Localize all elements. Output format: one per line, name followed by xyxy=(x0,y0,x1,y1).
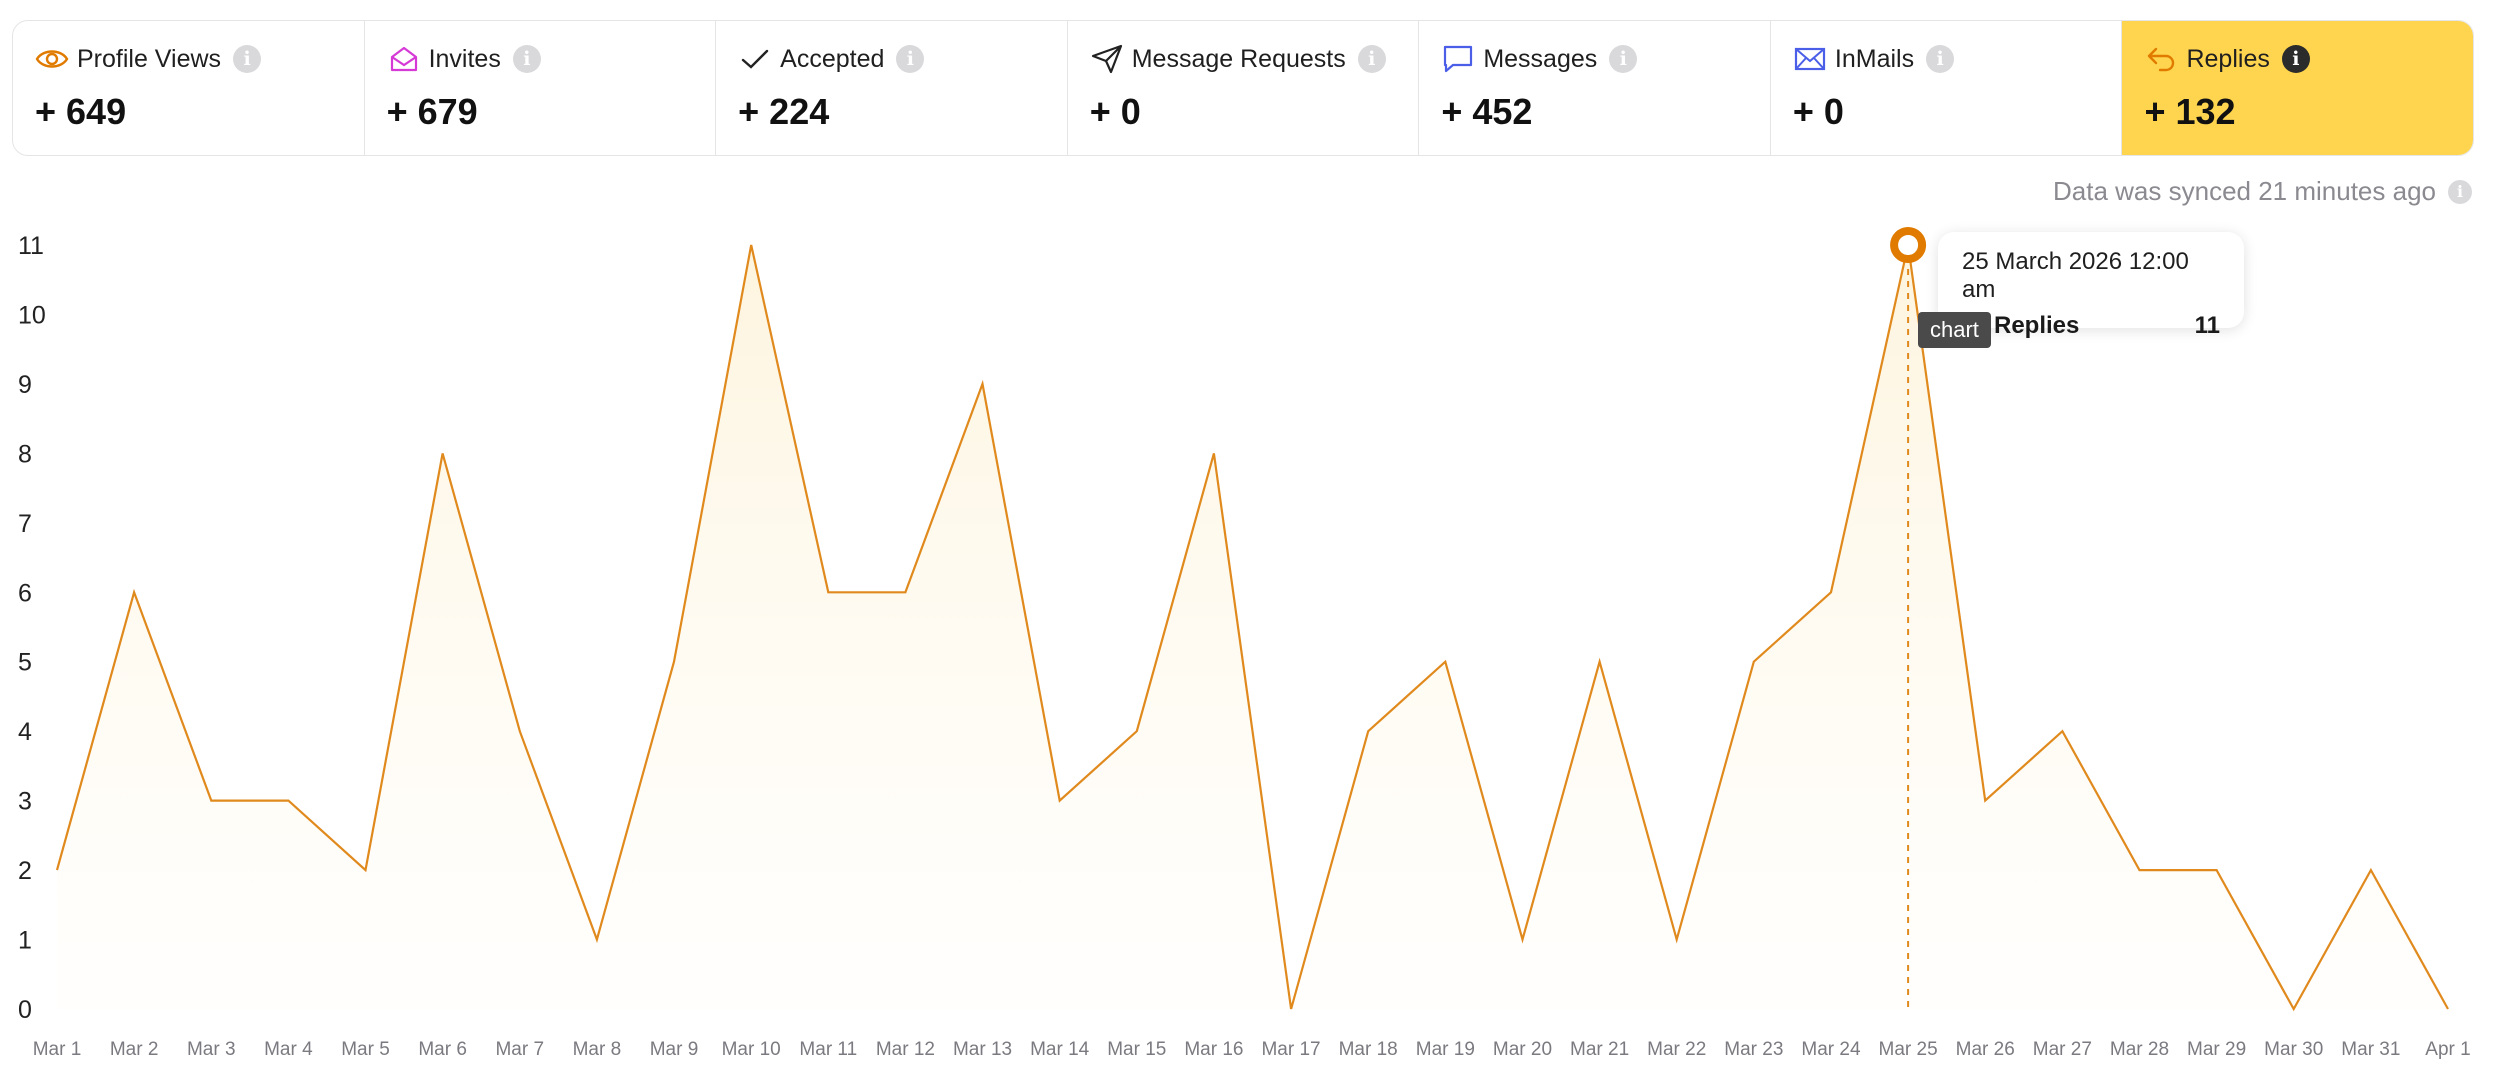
area-fill xyxy=(57,245,2448,1009)
info-icon[interactable]: i xyxy=(1926,45,1955,73)
stat-label: Message Requests xyxy=(1131,44,1346,73)
x-tick-label: Mar 15 xyxy=(1107,1039,1166,1060)
info-icon[interactable]: i xyxy=(2281,45,2310,73)
stat-card-message-requests[interactable]: Message Requests i + 0 xyxy=(1068,21,1420,155)
x-tick-label: Mar 12 xyxy=(876,1039,935,1060)
sync-text: Data was synced 21 minutes ago xyxy=(2053,176,2436,206)
x-tick-label: Mar 3 xyxy=(187,1039,236,1060)
stat-label: Invites xyxy=(428,44,501,73)
stat-card-messages[interactable]: Messages i + 452 xyxy=(1419,21,1771,155)
y-tick-label: 10 xyxy=(18,301,46,329)
x-tick-label: Mar 29 xyxy=(2187,1039,2246,1060)
envelope-open-icon xyxy=(387,42,421,76)
sync-status: Data was synced 21 minutes ago i xyxy=(2053,176,2472,207)
stat-value: + 132 xyxy=(2144,91,2236,132)
info-icon[interactable]: i xyxy=(896,45,925,73)
tooltip-series-name: Replies xyxy=(1994,312,2080,339)
x-tick-label: Mar 28 xyxy=(2110,1039,2169,1060)
stat-label: Profile Views xyxy=(77,44,222,73)
stat-value: + 649 xyxy=(35,91,127,132)
chat-bubble-icon xyxy=(1441,42,1475,76)
info-icon[interactable]: i xyxy=(2448,179,2472,204)
y-tick-label: 11 xyxy=(18,232,44,260)
x-tick-label: Mar 27 xyxy=(2033,1039,2092,1060)
x-tick-label: Mar 16 xyxy=(1184,1039,1243,1060)
y-tick-label: 9 xyxy=(18,371,32,399)
stat-card-profile-views[interactable]: Profile Views i + 649 xyxy=(13,21,365,155)
x-tick-label: Mar 23 xyxy=(1724,1039,1783,1060)
stat-label: Messages xyxy=(1483,44,1598,73)
x-tick-label: Mar 11 xyxy=(799,1039,857,1060)
x-tick-label: Mar 9 xyxy=(650,1039,699,1060)
x-tick-label: Mar 8 xyxy=(573,1039,622,1060)
x-tick-label: Mar 18 xyxy=(1339,1039,1398,1060)
stat-card-replies[interactable]: Replies i + 132 xyxy=(2122,21,2473,155)
info-icon[interactable]: i xyxy=(233,45,262,73)
x-tick-label: Mar 20 xyxy=(1493,1039,1552,1060)
x-tick-label: Mar 5 xyxy=(341,1039,390,1060)
eye-icon xyxy=(35,42,69,76)
y-tick-label: 3 xyxy=(18,788,32,816)
x-tick-label: Mar 19 xyxy=(1416,1039,1475,1060)
paper-plane-icon xyxy=(1090,42,1124,76)
x-tick-label: Mar 14 xyxy=(1030,1039,1090,1060)
x-tick-label: Mar 13 xyxy=(953,1039,1012,1060)
x-tick-label: Mar 1 xyxy=(33,1039,82,1060)
y-tick-label: 1 xyxy=(18,927,32,955)
stat-value: + 224 xyxy=(738,91,830,132)
y-tick-label: 0 xyxy=(18,996,32,1024)
stat-label: InMails xyxy=(1834,44,1915,73)
y-tick-label: 7 xyxy=(18,510,32,538)
stat-card-accepted[interactable]: Accepted i + 224 xyxy=(716,21,1068,155)
replies-chart[interactable]: 0 1 2 3 4 5 6 7 8 9 10 11 Mar 1 Mar 2 Mar 3 Mar 4 Mar 5… xyxy=(0,200,2494,1084)
x-tick-label: Mar 6 xyxy=(418,1039,467,1060)
highlight-point[interactable] xyxy=(1890,227,1927,263)
y-tick-label: 2 xyxy=(18,857,32,885)
y-tick-label: 5 xyxy=(18,649,32,677)
y-tick-label: 6 xyxy=(18,579,32,607)
info-icon[interactable]: i xyxy=(1357,45,1386,73)
stat-label: Replies xyxy=(2186,44,2270,73)
x-tick-label: Mar 4 xyxy=(264,1039,313,1060)
mail-icon xyxy=(1793,42,1827,76)
stat-card-inmails[interactable]: InMails i + 0 xyxy=(1771,21,2123,155)
chart-tooltip: 25 March 2026 12:00 am Replies 11 xyxy=(1938,232,2244,339)
tooltip-value: 11 xyxy=(2194,312,2220,339)
tooltip-date: 25 March 2026 12:00 am xyxy=(1962,248,2189,303)
x-tick-label: Mar 31 xyxy=(2341,1039,2400,1060)
x-tick-label: Mar 26 xyxy=(1956,1039,2015,1060)
x-tick-label: Mar 2 xyxy=(110,1039,159,1060)
y-tick-label: 4 xyxy=(18,718,32,746)
x-tick-label: Mar 7 xyxy=(495,1039,544,1060)
reply-icon xyxy=(2144,42,2178,76)
info-icon[interactable]: i xyxy=(512,45,541,73)
x-tick-label: Mar 21 xyxy=(1570,1039,1629,1060)
stats-bar: Profile Views i + 649 Invites i + 679 Ac… xyxy=(12,20,2474,156)
stat-value: + 0 xyxy=(1792,91,1844,132)
x-tick-label: Mar 22 xyxy=(1647,1039,1706,1060)
x-tick-label: Mar 25 xyxy=(1879,1039,1938,1060)
stat-value: + 452 xyxy=(1441,91,1533,132)
chart-badge: chart xyxy=(1918,312,1991,348)
check-icon xyxy=(738,42,772,76)
x-tick-label: Mar 30 xyxy=(2264,1039,2323,1060)
stat-value: + 679 xyxy=(386,91,478,132)
info-icon[interactable]: i xyxy=(1609,45,1638,73)
stat-card-invites[interactable]: Invites i + 679 xyxy=(365,21,717,155)
series-line-replies xyxy=(55,244,2449,1012)
x-tick-label: Mar 17 xyxy=(1261,1039,1320,1060)
x-tick-label: Mar 10 xyxy=(722,1039,781,1060)
stat-value: + 0 xyxy=(1089,91,1141,132)
x-tick-label: Apr 1 xyxy=(2425,1039,2470,1060)
stat-label: Accepted xyxy=(780,44,885,73)
y-tick-label: 8 xyxy=(18,440,32,468)
x-tick-label: Mar 24 xyxy=(1801,1039,1861,1060)
